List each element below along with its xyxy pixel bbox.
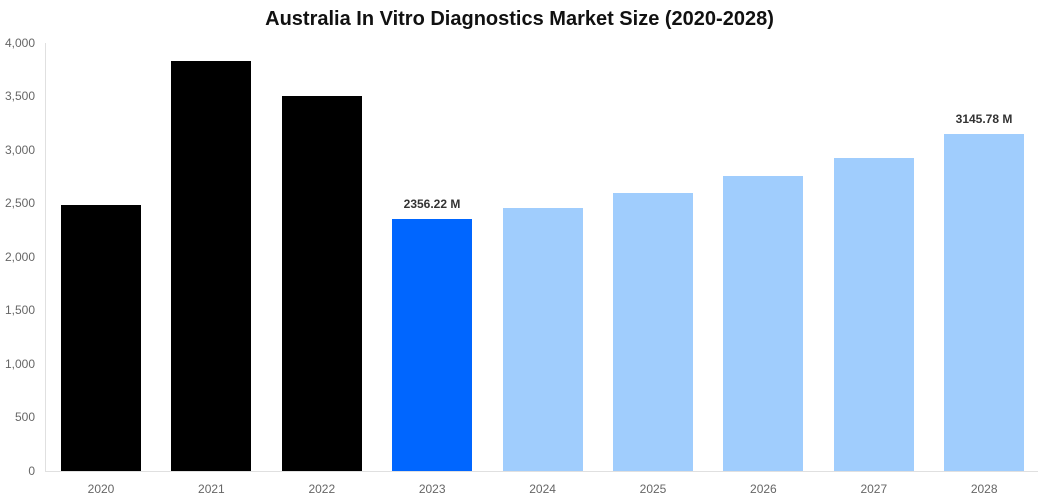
x-axis-line (45, 471, 1038, 472)
value-label-2028: 3145.78 M (955, 112, 1013, 126)
y-axis-line (45, 43, 46, 471)
y-tick: 3,500 (4, 89, 35, 103)
bar-2028 (944, 134, 1025, 471)
x-tick-label: 2020 (87, 482, 115, 496)
x-tick-label: 2028 (970, 482, 998, 496)
bar-2020 (61, 204, 141, 471)
bar-2023 (392, 218, 473, 471)
bar-2022 (281, 95, 362, 471)
value-label-2023: 2356.22 M (403, 197, 461, 211)
bar-2027 (833, 157, 914, 471)
y-tick: 2,000 (4, 250, 35, 264)
x-tick-label: 2023 (418, 482, 446, 496)
bar-2024 (502, 207, 583, 471)
x-tick-label: 2022 (308, 482, 336, 496)
y-tick: 500 (14, 410, 35, 424)
y-tick: 3,000 (4, 143, 35, 157)
x-tick-label: 2021 (198, 482, 225, 496)
y-tick: 1,000 (4, 357, 35, 371)
bar-2026 (723, 176, 804, 471)
y-tick: 1,500 (4, 303, 35, 317)
y-tick: 0 (28, 464, 35, 478)
x-tick-label: 2026 (750, 482, 777, 496)
x-tick-label: 2027 (860, 482, 888, 496)
y-tick: 2,500 (4, 196, 35, 210)
x-tick-label: 2024 (529, 482, 556, 496)
x-tick-label: 2025 (639, 482, 667, 496)
bar-2025 (613, 193, 693, 471)
y-tick: 4,000 (4, 36, 35, 50)
chart-title: Australia In Vitro Diagnostics Market Si… (265, 8, 774, 30)
bar-2021 (171, 60, 252, 471)
